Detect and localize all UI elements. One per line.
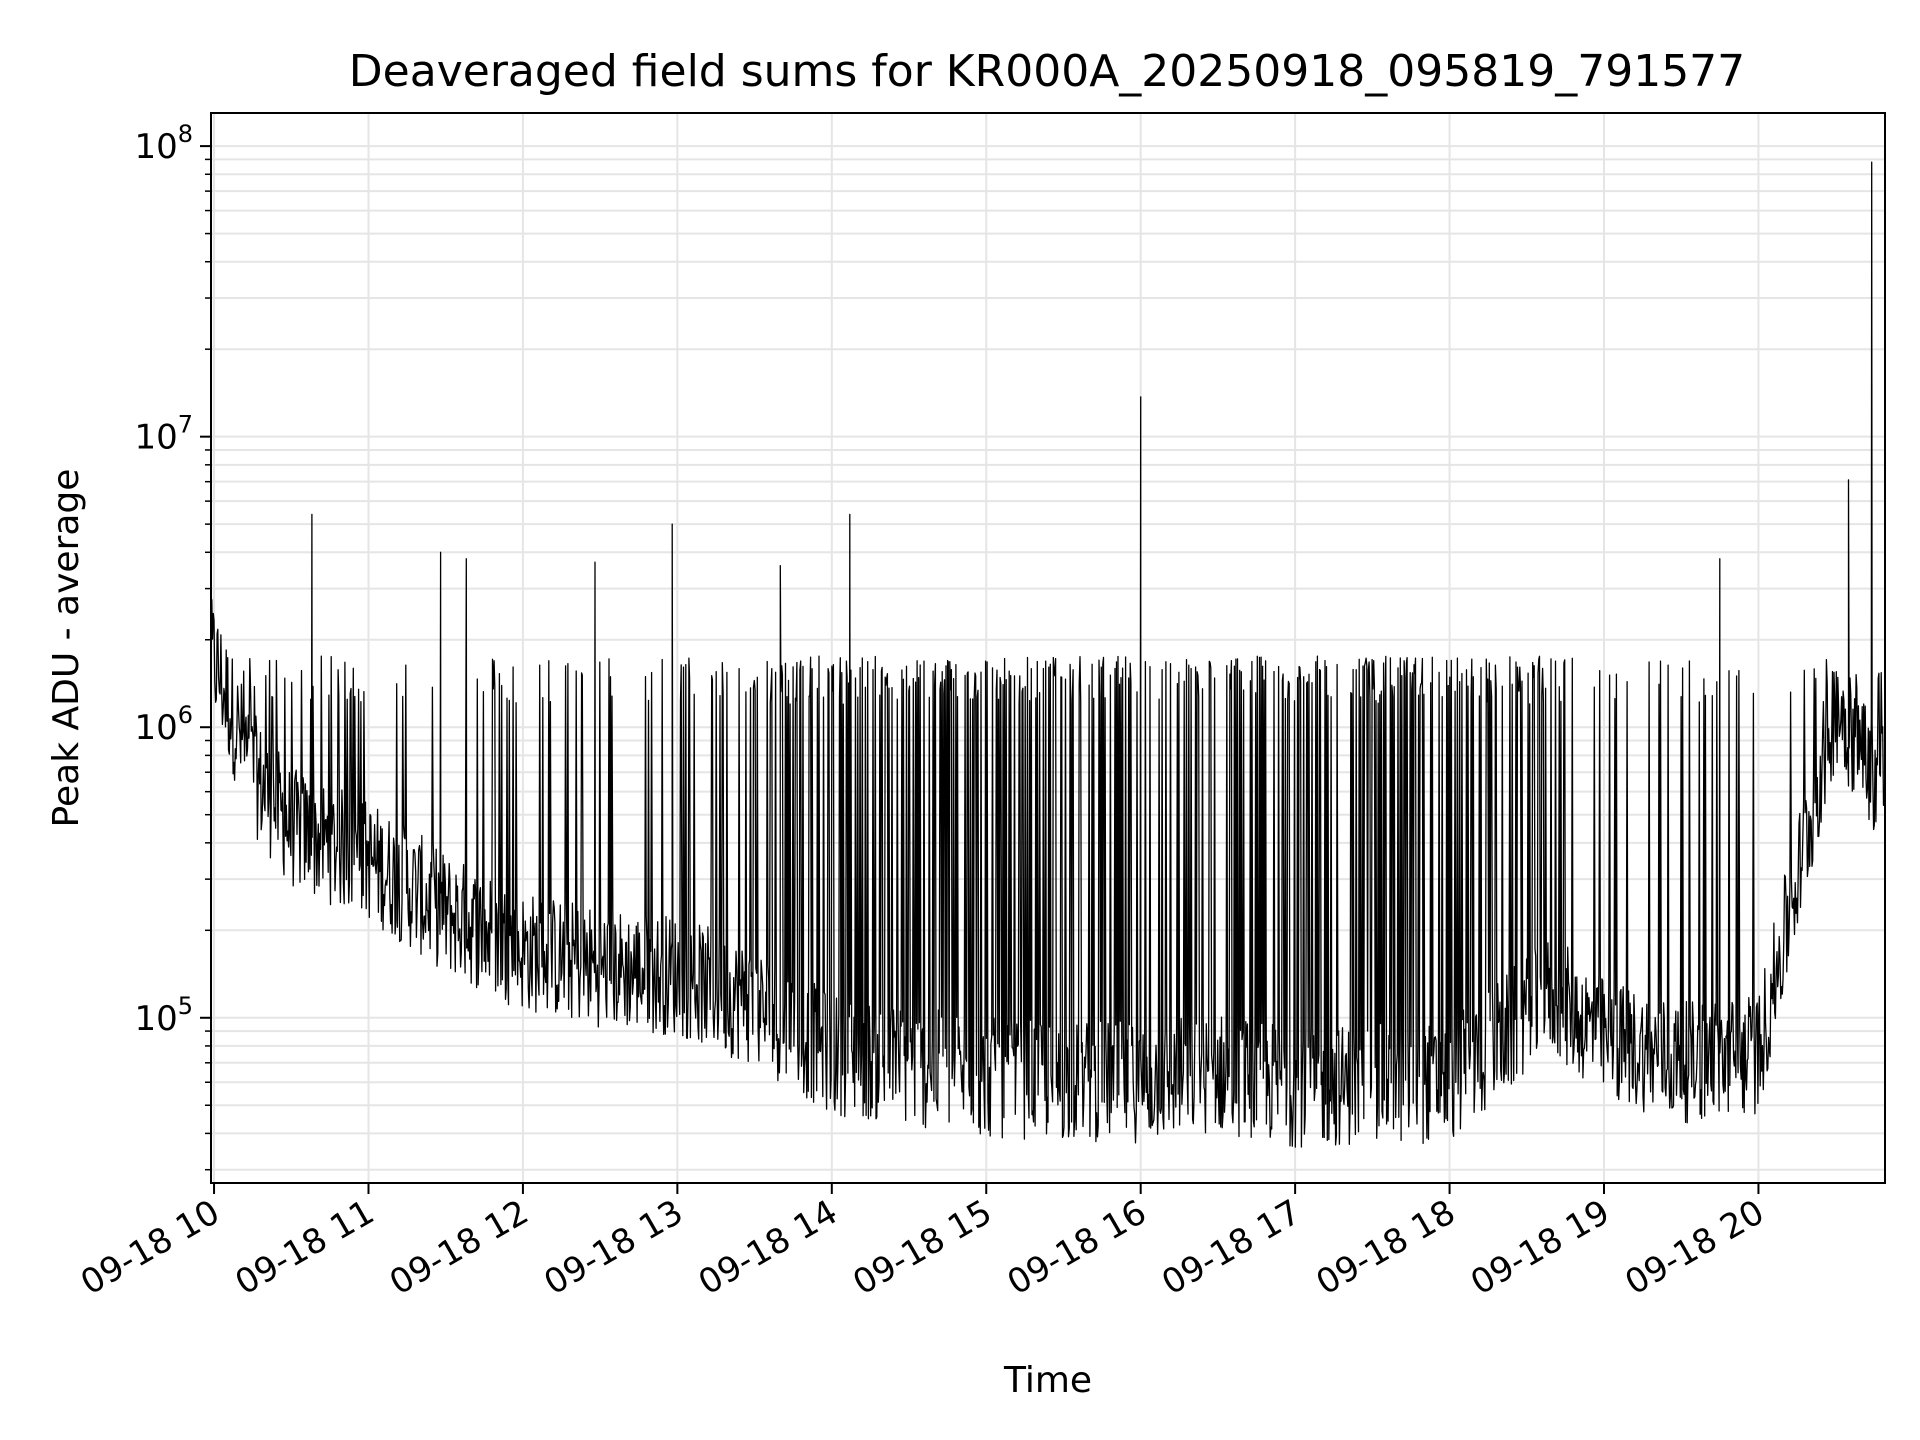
chart-title: Deaveraged field sums for KR000A_2025091… <box>349 46 1745 97</box>
y-axis-label: Peak ADU - average <box>46 469 87 828</box>
y-tick-label: 105 <box>134 992 193 1039</box>
series-path <box>210 161 1886 1148</box>
plot-frame <box>210 112 1886 1184</box>
y-tick-label: 106 <box>134 701 193 748</box>
y-tick-label: 108 <box>134 120 193 167</box>
series-line <box>210 161 1886 1148</box>
x-axis-label: Time <box>1003 1360 1092 1401</box>
y-tick-label: 107 <box>134 411 193 458</box>
y-axis: 105 106 107 108 <box>134 120 211 1171</box>
